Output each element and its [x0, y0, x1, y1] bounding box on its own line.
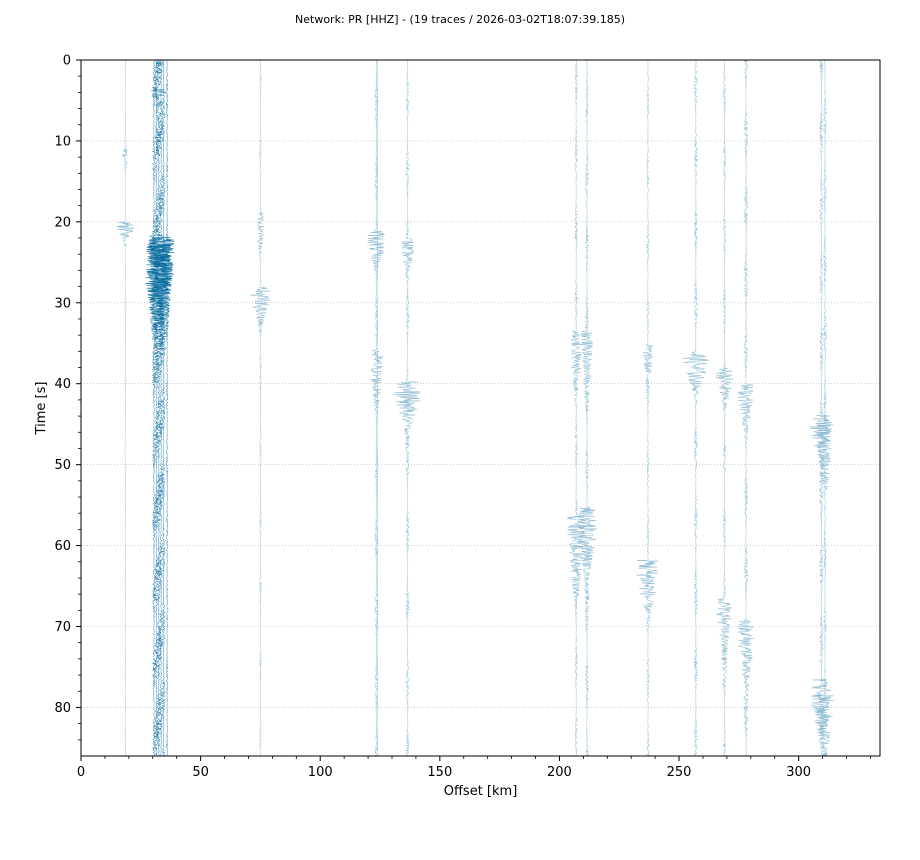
x-tick-label: 200 [547, 765, 572, 780]
seismic-trace [376, 59, 379, 757]
seismic-trace [809, 59, 832, 757]
y-tick-label: 40 [54, 377, 71, 392]
seismic-trace [144, 59, 171, 757]
seismic-trace [577, 59, 598, 757]
seismic-trace [367, 59, 385, 757]
chart-title: Network: PR [HHZ] - (19 traces / 2026-03… [295, 13, 625, 26]
y-tick-label: 70 [54, 620, 71, 635]
seismic-trace [146, 59, 161, 757]
seismic-trace [152, 59, 174, 757]
seismic-trace [159, 59, 175, 757]
seismic-trace [636, 59, 659, 757]
trace-group [116, 59, 834, 757]
y-tick-label: 10 [54, 134, 71, 149]
x-tick-label: 250 [667, 765, 692, 780]
gridlines [81, 59, 880, 708]
seismic-trace [816, 59, 834, 757]
x-tick-label: 300 [786, 765, 811, 780]
seismic-trace [715, 59, 734, 757]
x-tick-label: 100 [308, 765, 333, 780]
x-tick-label: 0 [77, 765, 85, 780]
plot-frame [80, 59, 881, 757]
seismic-trace [149, 59, 173, 757]
x-axis: 0 50 100 150 200 250 300 [77, 756, 871, 780]
x-axis-label: Offset [km] [444, 784, 518, 799]
y-tick-label: 80 [54, 701, 71, 716]
y-tick-label: 0 [63, 54, 71, 69]
y-axis-label: Time [s] [34, 382, 49, 436]
seismic-trace [250, 59, 270, 757]
y-tick-label: 60 [54, 539, 71, 554]
y-axis: 0 10 20 30 40 50 60 70 80 [54, 54, 81, 741]
y-tick-label: 30 [54, 296, 71, 311]
x-tick-label: 50 [192, 765, 209, 780]
seismic-trace [146, 59, 166, 757]
seismic-trace [116, 59, 135, 756]
seismic-trace [394, 59, 421, 757]
seismic-trace [682, 59, 709, 757]
y-tick-label: 20 [54, 215, 71, 230]
y-tick-label: 50 [54, 458, 71, 473]
seismic-trace [737, 59, 755, 757]
x-tick-label: 150 [427, 765, 452, 780]
seismic-trace [567, 59, 587, 757]
